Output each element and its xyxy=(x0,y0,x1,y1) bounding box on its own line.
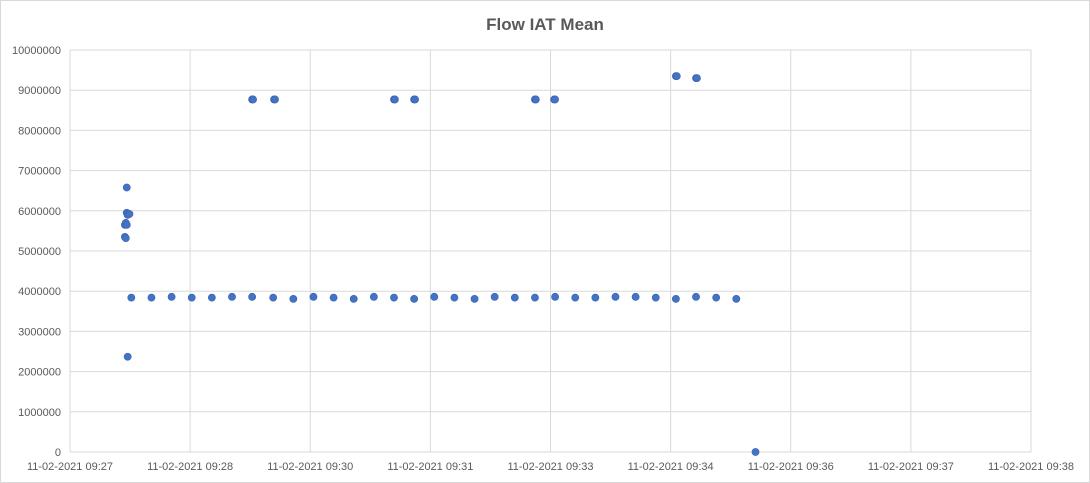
data-point xyxy=(571,293,580,302)
x-axis-tick-labels: 11-02-2021 09:27 11-02-2021 09:28 11-02-20… xyxy=(27,461,1074,473)
data-point xyxy=(551,292,559,301)
data-point xyxy=(712,293,721,302)
data-point xyxy=(289,294,298,303)
data-point xyxy=(531,293,539,302)
data-point xyxy=(692,292,700,301)
y-tick-label: 3000000 xyxy=(18,326,61,338)
data-point xyxy=(531,95,540,104)
data-point xyxy=(329,293,338,302)
data-point xyxy=(470,294,479,303)
y-tick-label: 6000000 xyxy=(18,206,61,218)
y-tick-label: 8000000 xyxy=(18,125,61,137)
x-tick-label: 11-02-2021 09:31 xyxy=(387,461,473,473)
data-point xyxy=(410,294,419,303)
data-point xyxy=(732,294,741,303)
y-tick-label: 10000000 xyxy=(12,45,61,57)
y-axis-tick-labels: 0 1000000 2000000 3000000 4000000 5000000 6000… xyxy=(12,45,61,459)
chart-title: Flow IAT Mean xyxy=(486,15,604,34)
data-point xyxy=(671,294,680,303)
data-point xyxy=(269,293,278,302)
data-point xyxy=(411,95,419,104)
data-point xyxy=(309,292,318,301)
x-tick-label: 11-02-2021 09:27 xyxy=(27,461,113,473)
data-point xyxy=(551,95,559,104)
x-tick-label: 11-02-2021 09:38 xyxy=(988,461,1074,473)
data-point xyxy=(127,293,136,302)
data-point xyxy=(672,72,681,81)
x-tick-label: 11-02-2021 09:36 xyxy=(748,461,834,473)
data-point xyxy=(122,183,131,192)
y-tick-label: 9000000 xyxy=(18,85,61,97)
x-tick-label: 11-02-2021 09:34 xyxy=(628,461,714,473)
data-point xyxy=(121,234,130,243)
y-tick-label: 2000000 xyxy=(18,367,61,379)
gridlines xyxy=(69,49,1032,453)
data-point xyxy=(147,293,156,302)
y-tick-label: 4000000 xyxy=(18,286,61,298)
x-tick-label: 11-02-2021 09:33 xyxy=(507,461,593,473)
data-point xyxy=(249,95,257,104)
data-point xyxy=(248,292,257,301)
data-point xyxy=(751,448,760,456)
y-tick-label: 0 xyxy=(55,447,61,459)
data-point xyxy=(591,293,600,302)
data-point xyxy=(651,293,660,302)
y-tick-label: 7000000 xyxy=(18,166,61,178)
data-point xyxy=(510,293,519,302)
data-point xyxy=(187,293,196,302)
data-point xyxy=(228,292,236,301)
data-point xyxy=(167,292,176,301)
data-point xyxy=(490,292,499,301)
x-tick-label: 11-02-2021 09:30 xyxy=(267,461,353,473)
y-tick-label: 5000000 xyxy=(18,246,61,258)
x-tick-label: 11-02-2021 09:28 xyxy=(147,461,233,473)
data-point xyxy=(349,294,358,303)
data-point xyxy=(430,292,439,301)
x-tick-label: 11-02-2021 09:37 xyxy=(868,461,954,473)
y-tick-label: 1000000 xyxy=(18,407,61,419)
data-point xyxy=(122,220,131,229)
data-point xyxy=(631,292,640,301)
data-point xyxy=(125,210,134,218)
data-point xyxy=(391,95,399,104)
data-point xyxy=(390,293,398,302)
data-point xyxy=(369,292,378,301)
data-point xyxy=(271,95,279,104)
data-point xyxy=(450,293,459,302)
data-point xyxy=(123,352,132,361)
data-point xyxy=(207,293,216,302)
data-points xyxy=(121,72,760,456)
data-point xyxy=(693,74,701,83)
data-point xyxy=(611,292,620,301)
